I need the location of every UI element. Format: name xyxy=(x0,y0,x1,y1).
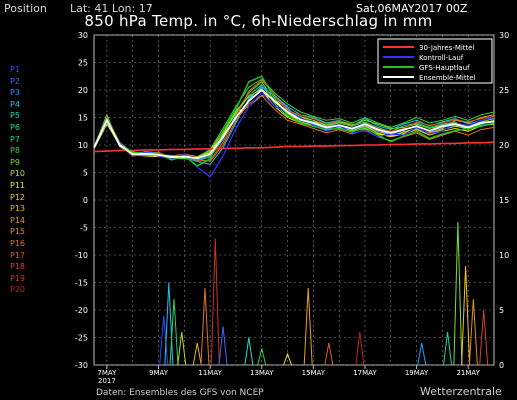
left-tick-label: 10 xyxy=(78,141,88,150)
x-tick-label: 13MAY xyxy=(250,369,274,377)
precip-spike xyxy=(169,298,179,366)
chart-title: 850 hPa Temp. in °C, 6h-Niederschlag in … xyxy=(84,12,433,30)
precip-spike xyxy=(355,331,365,366)
left-tick-label: -30 xyxy=(75,361,88,370)
left-tick-label: -15 xyxy=(75,279,88,288)
gfs-main-run-line xyxy=(93,75,495,167)
member-label: P17 xyxy=(10,250,26,260)
member-label: P5 xyxy=(10,111,20,121)
left-tick-label: 30 xyxy=(78,31,88,40)
x-tick-label: 7MAY xyxy=(97,369,117,377)
member-label: P15 xyxy=(10,227,26,237)
left-tick-label: -5 xyxy=(80,224,88,233)
precip-spike xyxy=(200,287,210,366)
precip-spike xyxy=(324,342,334,366)
member-label: P12 xyxy=(10,192,26,202)
left-tick-label: 20 xyxy=(78,86,88,95)
precip-spike xyxy=(244,337,254,366)
precip-spike xyxy=(218,326,228,366)
right-tick-label: 15 xyxy=(499,196,509,205)
precip-spike xyxy=(159,315,169,366)
left-tick-label: 15 xyxy=(78,114,88,123)
right-tick-label: 20 xyxy=(499,141,509,150)
legend-label: GFS-Hauptlauf xyxy=(419,64,470,72)
member-label: P19 xyxy=(10,273,26,283)
member-label: P14 xyxy=(10,215,26,225)
left-tick-label: -20 xyxy=(75,306,88,315)
member-label: P7 xyxy=(10,134,20,144)
right-tick-label: 30 xyxy=(499,31,509,40)
precip-spike xyxy=(177,331,187,366)
brand-label: Wetterzentrale xyxy=(420,385,502,398)
member-label: P16 xyxy=(10,238,26,248)
legend-label: 30-Jahres-Mittel xyxy=(419,44,475,52)
member-label: P11 xyxy=(10,180,26,190)
precip-spike xyxy=(192,342,202,366)
climatology-line xyxy=(93,141,495,153)
right-tick-label: 10 xyxy=(499,251,509,260)
right-tick-label: 0 xyxy=(499,361,504,370)
precip-spike xyxy=(453,221,463,366)
legend: 30-Jahres-Mittel Kontroll-Lauf GFS-Hauptla… xyxy=(377,38,493,84)
left-tick-label: -10 xyxy=(75,251,88,260)
precip-spike xyxy=(443,331,453,366)
precip-spike xyxy=(257,348,267,366)
x-tick-label: 11MAY xyxy=(198,369,222,377)
ensemble-member-list: P1 P2 P3 P4 P5 P6 P7 P8 P9 P10 P11 P12 P13 P14 P15 P16 P… xyxy=(10,64,25,296)
member-label: P10 xyxy=(10,169,26,179)
member-label: P2 xyxy=(10,76,20,86)
left-tick-label: 25 xyxy=(78,59,88,68)
precip-spike xyxy=(468,298,478,366)
member-label: P8 xyxy=(10,146,20,156)
x-tick-label: 19MAY xyxy=(405,369,429,377)
left-tick-label: 5 xyxy=(83,169,88,178)
legend-label: Kontroll-Lauf xyxy=(419,54,464,62)
member-label: P3 xyxy=(10,88,20,98)
ensemble-mean-line xyxy=(93,88,495,160)
control-run-line xyxy=(93,91,495,178)
x-tick-label: 15MAY xyxy=(302,369,326,377)
member-label: P13 xyxy=(10,204,26,214)
left-tick-label: 0 xyxy=(83,196,88,205)
precip-spike xyxy=(283,352,293,366)
right-tick-label: 5 xyxy=(499,306,504,315)
right-tick-label: 25 xyxy=(499,86,509,95)
lat-lon-label: Lat: 41 Lon: 17 xyxy=(70,2,153,15)
member-label: P20 xyxy=(10,285,26,295)
member-label: P4 xyxy=(10,99,20,109)
position-label: Position xyxy=(4,2,47,15)
member-label: P6 xyxy=(10,122,20,132)
x-tick-label: 9MAY xyxy=(149,369,169,377)
member-label: P1 xyxy=(10,65,20,74)
left-tick-label: -25 xyxy=(75,334,88,343)
x-tick-label: 21MAY xyxy=(456,369,480,377)
x-year-label: 2017 xyxy=(98,377,116,385)
legend-label: Ensemble-Mittel xyxy=(419,74,476,82)
precip-spike xyxy=(461,265,471,366)
member-label: P18 xyxy=(10,262,26,272)
run-date-label: Sat,06MAY2017 00Z xyxy=(356,2,468,15)
precip-spike xyxy=(479,309,489,366)
precip-spike xyxy=(210,238,220,366)
member-series-line xyxy=(93,79,495,162)
data-source-label: Daten: Ensembles des GFS von NCEP xyxy=(96,388,264,398)
x-tick-label: 17MAY xyxy=(353,369,377,377)
member-label: P9 xyxy=(10,157,20,167)
precip-spike xyxy=(417,342,427,366)
precip-spike xyxy=(303,287,313,366)
